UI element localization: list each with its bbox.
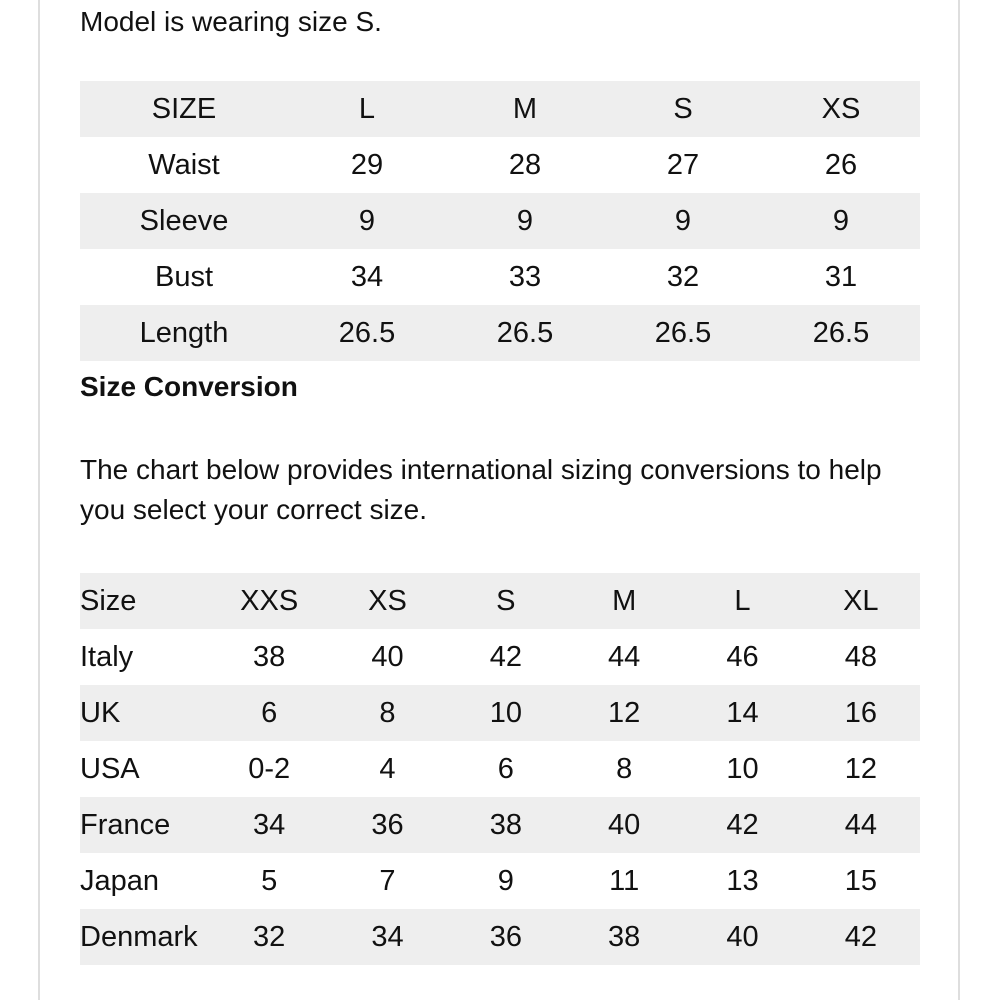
conversion-header-cell: Size — [80, 573, 210, 629]
country-label: Denmark — [80, 909, 210, 965]
conversion-header-cell: XS — [328, 573, 447, 629]
size-chart-header-cell: XS — [762, 81, 920, 137]
table-cell: 8 — [616, 752, 633, 785]
table-cell: 46 — [726, 640, 759, 673]
table-cell: 9 — [604, 193, 762, 249]
size-chart-table: SIZE L M S XS Waist 29 28 27 26 Sleeve 9… — [80, 81, 920, 361]
table-cell: 48 — [844, 640, 877, 673]
table-cell: 6 — [210, 685, 329, 741]
conversion-row-japan: Japan 5 7 9 11 13 15 — [80, 853, 920, 909]
table-cell: 10 — [726, 752, 759, 785]
measurement-label: Length — [80, 305, 288, 361]
country-label: USA — [80, 752, 140, 785]
table-cell: 40 — [564, 797, 684, 853]
table-cell: 32 — [210, 909, 329, 965]
size-guide-content: Model is wearing size S. SIZE L M S XS W… — [80, 0, 920, 965]
table-cell: 34 — [210, 797, 329, 853]
table-cell: 42 — [683, 797, 802, 853]
country-label: Japan — [80, 864, 160, 897]
table-cell: 26.5 — [446, 305, 604, 361]
table-cell: 9 — [762, 193, 920, 249]
table-cell: 38 — [253, 640, 286, 673]
measurement-label: Waist — [148, 148, 220, 181]
table-cell: 26 — [824, 148, 858, 181]
size-chart-row-sleeve: Sleeve 9 9 9 9 — [80, 193, 920, 249]
conversion-row-italy: Italy 38 40 42 44 46 48 — [80, 629, 920, 685]
table-cell: 7 — [379, 864, 396, 897]
table-cell: 12 — [564, 685, 684, 741]
table-cell: 9 — [497, 864, 514, 897]
size-chart-header-cell: SIZE — [80, 81, 288, 137]
table-cell: 12 — [844, 752, 877, 785]
page-frame — [38, 0, 960, 1000]
size-chart-row-bust: Bust 34 33 32 31 — [80, 249, 920, 305]
table-cell: 16 — [801, 685, 920, 741]
size-chart-header-row: SIZE L M S XS — [80, 81, 920, 137]
table-cell: 29 — [350, 148, 384, 181]
table-cell: 8 — [328, 685, 447, 741]
table-cell: 14 — [683, 685, 802, 741]
country-label: UK — [80, 685, 210, 741]
size-chart-header-cell: L — [288, 81, 446, 137]
table-cell: 31 — [824, 260, 858, 293]
conversion-row-uk: UK 6 8 10 12 14 16 — [80, 685, 920, 741]
table-cell: 42 — [489, 640, 522, 673]
conversion-header-cell: XXS — [210, 573, 329, 629]
table-cell: 27 — [666, 148, 700, 181]
table-cell: 34 — [328, 909, 447, 965]
measurement-label: Bust — [154, 260, 214, 293]
table-cell: 4 — [379, 752, 396, 785]
country-label: Italy — [80, 640, 134, 673]
table-cell: 26.5 — [762, 305, 920, 361]
model-size-note: Model is wearing size S. — [80, 6, 382, 37]
table-cell: 36 — [446, 909, 565, 965]
conversion-row-denmark: Denmark 32 34 36 38 40 42 — [80, 909, 920, 965]
table-cell: 44 — [608, 640, 641, 673]
table-cell: 36 — [328, 797, 447, 853]
size-conversion-table: Size XXS XS S M L XL Italy 38 40 42 44 4… — [80, 573, 920, 965]
conversion-header-cell: S — [446, 573, 565, 629]
table-cell: 0-2 — [248, 752, 291, 785]
table-cell: 28 — [508, 148, 542, 181]
table-cell: 40 — [371, 640, 404, 673]
table-cell: 32 — [666, 260, 700, 293]
table-cell: 26.5 — [604, 305, 762, 361]
table-cell: 13 — [726, 864, 759, 897]
table-cell: 5 — [261, 864, 278, 897]
table-cell: 9 — [446, 193, 604, 249]
conversion-row-france: France 34 36 38 40 42 44 — [80, 797, 920, 853]
table-cell: 10 — [446, 685, 565, 741]
size-conversion-title: Size Conversion — [80, 371, 298, 402]
conversion-header-cell: L — [683, 573, 802, 629]
table-cell: 26.5 — [288, 305, 446, 361]
table-cell: 40 — [683, 909, 802, 965]
table-cell: 34 — [350, 260, 384, 293]
size-chart-header-cell: M — [446, 81, 604, 137]
conversion-row-usa: USA 0-2 4 6 8 10 12 — [80, 741, 920, 797]
size-conversion-intro: The chart below provides international s… — [80, 454, 882, 525]
conversion-header-cell: XL — [801, 573, 920, 629]
conversion-header-row: Size XXS XS S M L XL — [80, 573, 920, 629]
conversion-header-cell: M — [564, 573, 684, 629]
country-label: France — [80, 797, 210, 853]
table-cell: 42 — [801, 909, 920, 965]
size-chart-row-length: Length 26.5 26.5 26.5 26.5 — [80, 305, 920, 361]
size-chart-header-cell: S — [604, 81, 762, 137]
table-cell: 38 — [446, 797, 565, 853]
table-cell: 44 — [801, 797, 920, 853]
table-cell: 6 — [497, 752, 514, 785]
table-cell: 33 — [508, 260, 542, 293]
measurement-label: Sleeve — [80, 193, 288, 249]
table-cell: 38 — [564, 909, 684, 965]
table-cell: 11 — [609, 864, 640, 897]
table-cell: 9 — [288, 193, 446, 249]
size-chart-row-waist: Waist 29 28 27 26 — [80, 137, 920, 193]
table-cell: 15 — [844, 864, 877, 897]
